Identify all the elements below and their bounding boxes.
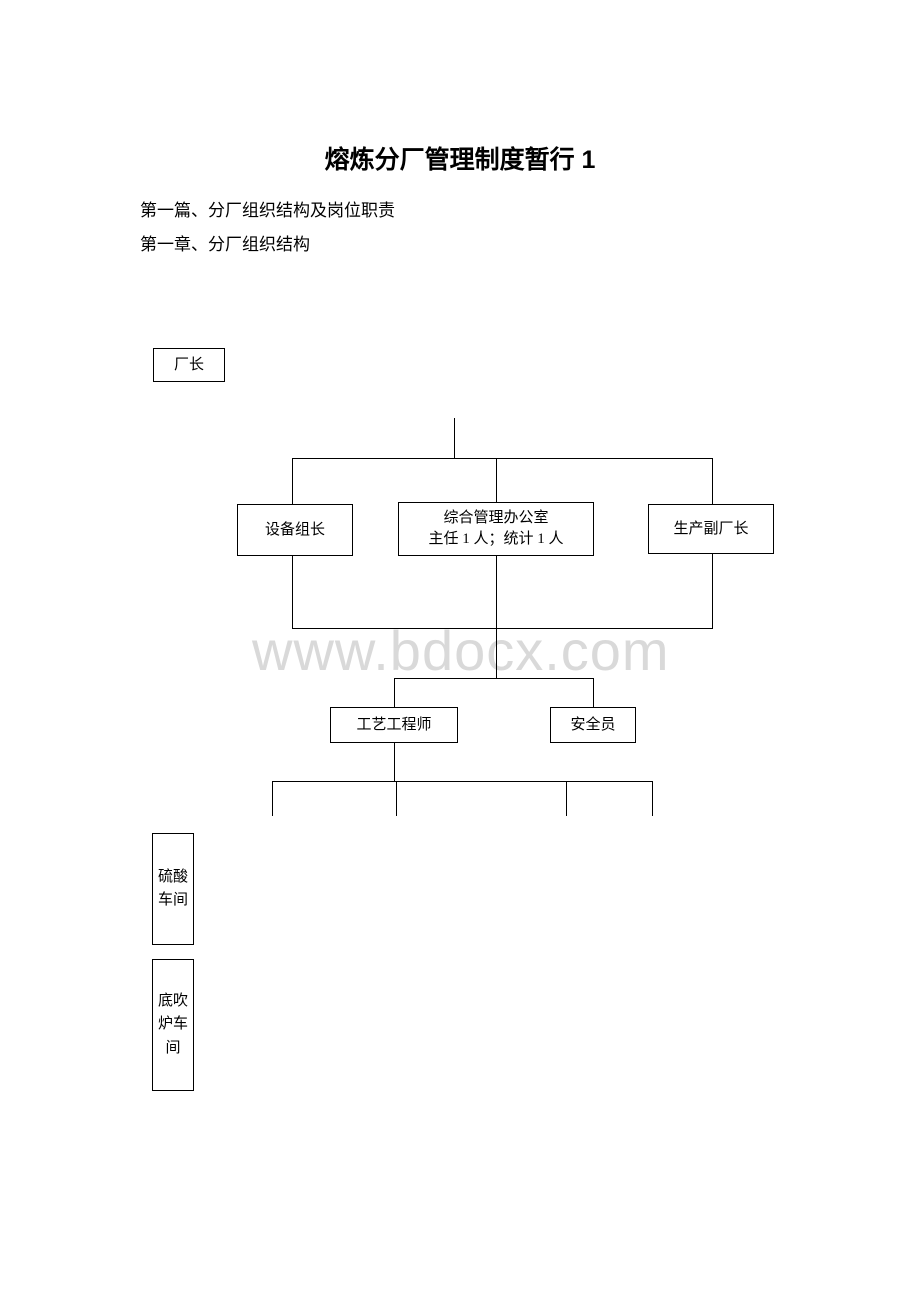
chart-connector (496, 458, 497, 502)
chart-connector (272, 781, 273, 816)
chart-connector (712, 554, 713, 628)
chart-connector (496, 556, 497, 678)
chart-connector (394, 678, 594, 679)
chart-connector (396, 781, 397, 816)
node-equipment-leader: 设备组长 (237, 504, 353, 556)
chart-connector (292, 458, 713, 459)
node-director: 厂长 (153, 348, 225, 382)
node-workshop-furnace: 底吹炉车间 (152, 959, 194, 1091)
chart-connector (272, 781, 653, 782)
org-chart: www.bdocx.com 厂长 设备组长 综合管理办公室 主任 1 人；统计 … (0, 0, 920, 1302)
node-process-engineer: 工艺工程师 (330, 707, 458, 743)
chart-connector (652, 781, 653, 816)
node-workshop-sulfuric: 硫酸车间 (152, 833, 194, 945)
node-safety-officer: 安全员 (550, 707, 636, 743)
chart-connector (712, 458, 713, 504)
chart-connector (394, 743, 395, 781)
node-vice-director: 生产副厂长 (648, 504, 774, 554)
chart-connector (292, 458, 293, 504)
office-line2: 主任 1 人；统计 1 人 (428, 529, 563, 550)
node-management-office: 综合管理办公室 主任 1 人；统计 1 人 (398, 502, 594, 556)
workshop1-label: 硫酸车间 (153, 866, 193, 913)
chart-connector (454, 418, 455, 458)
office-line1: 综合管理办公室 (443, 508, 548, 529)
workshop2-label: 底吹炉车间 (153, 990, 193, 1060)
chart-connector (394, 678, 395, 707)
chart-connector (292, 628, 713, 629)
chart-connector (566, 781, 567, 816)
chart-connector (593, 678, 594, 707)
chart-connector (292, 556, 293, 628)
